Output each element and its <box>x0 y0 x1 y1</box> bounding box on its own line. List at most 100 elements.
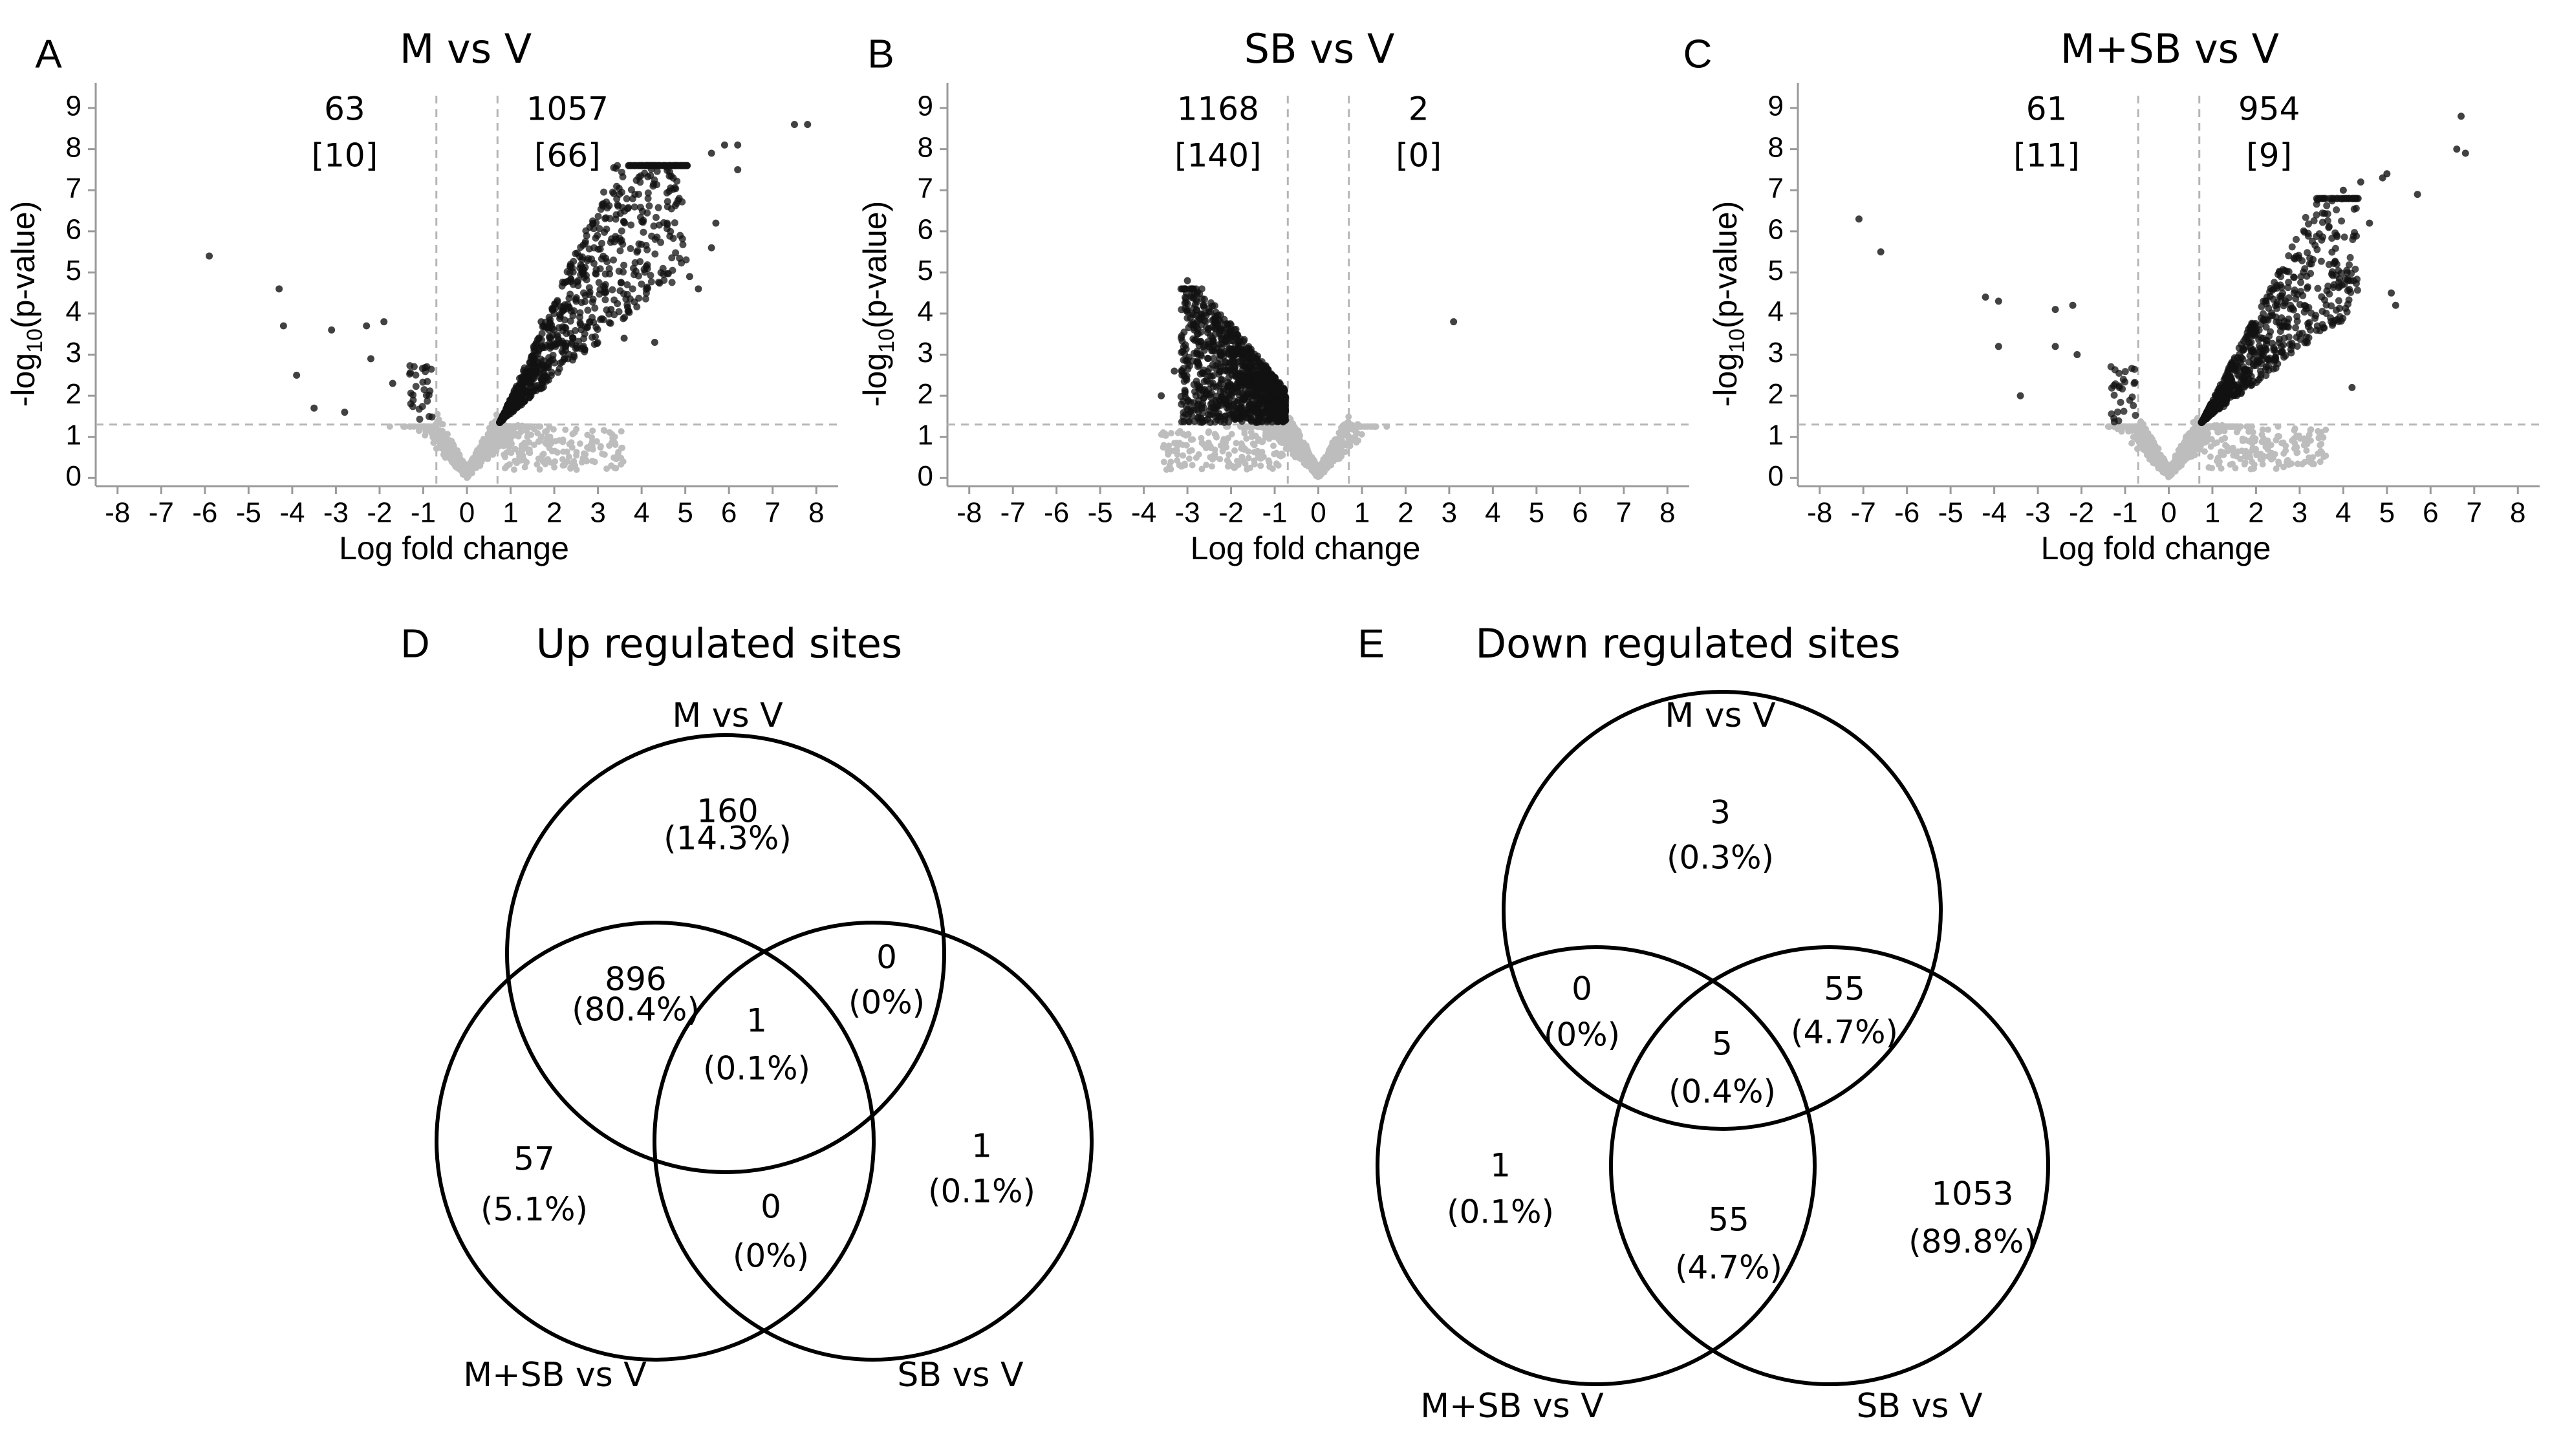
nonsignificant-point <box>493 436 501 443</box>
significant-point <box>616 190 623 198</box>
significant-point <box>650 222 658 230</box>
significant-point <box>550 326 557 334</box>
significant-point <box>1255 417 1262 425</box>
significant-point <box>1204 326 1212 334</box>
nonsignificant-point <box>1313 473 1320 480</box>
significant-point <box>310 404 318 412</box>
significant-point <box>1282 395 1290 403</box>
nonsignificant-point <box>1207 454 1214 461</box>
significant-point <box>1189 357 1197 365</box>
nonsignificant-point <box>1242 460 1249 467</box>
x-tick-label: 3 <box>590 497 605 529</box>
x-tick-label: -7 <box>1000 497 1026 529</box>
down-bracket: [140] <box>1174 137 1261 175</box>
nonsignificant-point <box>568 444 576 451</box>
significant-point <box>614 162 621 169</box>
significant-point <box>592 219 600 227</box>
nonsignificant-point <box>1186 447 1193 455</box>
significant-point <box>572 327 579 334</box>
nonsignificant-point <box>620 458 627 465</box>
significant-point <box>530 368 537 376</box>
nonsignificant-point <box>565 453 572 460</box>
nonsignificant-point <box>515 433 522 440</box>
significant-point <box>634 162 642 169</box>
nonsignificant-point <box>580 450 587 457</box>
nonsignificant-point <box>1207 443 1214 450</box>
x-tick-label: -8 <box>1807 497 1832 529</box>
significant-point <box>583 276 590 284</box>
nonsignificant-point <box>435 436 442 444</box>
significant-point <box>654 204 662 211</box>
nonsignificant-point <box>1180 452 1187 459</box>
significant-point <box>1233 384 1241 392</box>
significant-point <box>640 228 647 236</box>
significant-point <box>594 213 602 220</box>
nonsignificant-point <box>1254 447 1261 455</box>
significant-point <box>592 333 600 341</box>
significant-point <box>577 321 585 328</box>
nonsignificant-point <box>475 456 482 463</box>
significant-point <box>610 256 618 264</box>
significant-point <box>617 279 625 286</box>
nonsignificant-point <box>1329 445 1336 452</box>
nonsignificant-point <box>597 444 604 451</box>
nonsignificant-point <box>540 451 547 458</box>
nonsignificant-point <box>1167 458 1174 466</box>
x-tick-label: -5 <box>1938 497 1963 529</box>
significant-point <box>600 283 608 290</box>
x-axis-label: Log fold change <box>2041 530 2271 566</box>
y-tick-label: 0 <box>918 460 933 492</box>
significant-point <box>581 346 589 354</box>
x-tick-label: 7 <box>1616 497 1632 529</box>
significant-point <box>1204 377 1211 385</box>
significant-point <box>424 397 431 405</box>
x-tick-label: 4 <box>2335 497 2351 529</box>
significant-point <box>605 319 613 327</box>
significant-point <box>1239 413 1247 421</box>
significant-point <box>695 285 702 293</box>
x-tick-label: 3 <box>1442 497 1457 529</box>
up-count: 1057 <box>526 91 609 128</box>
nonsignificant-point <box>1203 462 1210 469</box>
nonsignificant-point <box>442 437 449 444</box>
significant-point <box>1247 411 1255 418</box>
significant-point <box>660 270 667 278</box>
nonsignificant-point <box>534 461 541 468</box>
significant-point <box>654 279 662 286</box>
up-bracket: [9] <box>2246 137 2292 175</box>
significant-point <box>556 311 564 319</box>
x-tick-label: 8 <box>808 497 824 529</box>
x-tick-label: -6 <box>1894 497 1919 529</box>
significant-point <box>1179 398 1187 405</box>
nonsignificant-point <box>593 438 600 445</box>
nonsignificant-point <box>1354 421 1361 429</box>
x-tick-label: -4 <box>1131 497 1156 529</box>
nonsignificant-point <box>501 451 508 458</box>
up-count: 2 <box>1409 91 1429 128</box>
significant-point <box>621 219 629 227</box>
nonsignificant-point <box>1271 451 1278 458</box>
nonsignificant-point <box>459 462 466 469</box>
significant-point <box>667 172 675 180</box>
significant-point <box>532 339 540 347</box>
nonsignificant-point <box>530 442 537 449</box>
significant-point <box>618 227 625 235</box>
significant-point <box>652 213 660 221</box>
significant-point <box>416 415 424 423</box>
significant-point <box>532 347 539 354</box>
points-group <box>1158 277 1458 480</box>
significant-point <box>644 195 652 202</box>
y-tick-label: 1 <box>1768 419 1784 451</box>
x-tick-label: 2 <box>1398 497 1413 529</box>
significant-point <box>576 309 584 317</box>
significant-point <box>1248 361 1255 369</box>
x-tick-label: 8 <box>1659 497 1675 529</box>
nonsignificant-point <box>519 447 526 454</box>
nonsignificant-point <box>585 445 592 452</box>
x-tick-label: -2 <box>2069 497 2094 529</box>
significant-point <box>804 121 812 129</box>
nonsignificant-point <box>1185 431 1192 438</box>
nonsignificant-point <box>537 423 544 430</box>
x-tick-label: -6 <box>192 497 217 529</box>
